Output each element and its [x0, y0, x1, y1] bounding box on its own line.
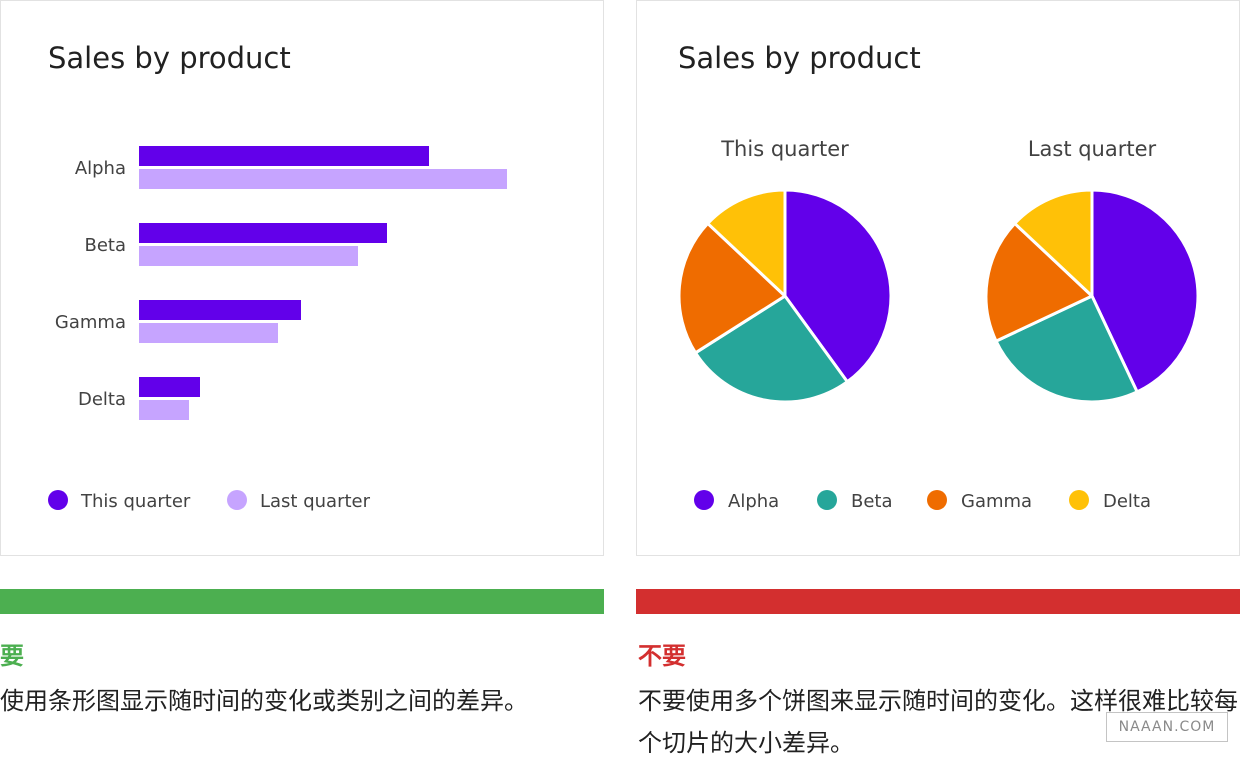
- dont-indicator-bar: [636, 589, 1240, 614]
- legend-label-beta: Beta: [851, 491, 893, 512]
- bar-chart-title: Sales by product: [48, 41, 291, 75]
- legend-label-alpha: Alpha: [728, 491, 779, 512]
- legend-swatch-beta: [817, 490, 837, 510]
- bar-gamma-last-quarter: [139, 323, 278, 343]
- pie-slice-this-quarter-alpha: [783, 188, 893, 384]
- bar-gamma-this-quarter: [139, 300, 301, 320]
- pie-slice-this-quarter-gamma: [677, 221, 787, 355]
- pie-slice-last-quarter-delta: [1013, 188, 1094, 298]
- category-label-alpha: Alpha: [75, 158, 126, 179]
- do-example-card: Sales by product Alpha Beta Gamma Delta This…: [0, 0, 604, 556]
- legend-label-gamma: Gamma: [961, 491, 1032, 512]
- dont-description: 不要使用多个饼图来显示随时间的变化。这样很难比较每个切片的大小差异。: [638, 687, 1238, 757]
- bar-beta-this-quarter: [139, 223, 387, 243]
- category-label-beta: Beta: [84, 235, 126, 256]
- category-label-delta: Delta: [78, 389, 126, 410]
- do-label: 要: [0, 642, 24, 670]
- legend-label-delta: Delta: [1103, 491, 1151, 512]
- dont-example-card: Sales by product This quarter Last quarte…: [636, 0, 1240, 556]
- pie-slice-this-quarter-delta: [706, 188, 787, 298]
- pie-slice-last-quarter-alpha: [1090, 188, 1200, 394]
- pie-charts: This quarter Last quarter Alpha Beta Gamma De…: [677, 137, 1200, 512]
- pie-title-last-quarter: Last quarter: [1028, 137, 1157, 161]
- legend-label-last-quarter: Last quarter: [260, 491, 371, 512]
- do-indicator-bar: [0, 589, 604, 614]
- legend-swatch-delta: [1069, 490, 1089, 510]
- pie-charts-title: Sales by product: [678, 41, 921, 75]
- do-description: 使用条形图显示随时间的变化或类别之间的差异。: [0, 687, 528, 715]
- bar-delta-this-quarter: [139, 377, 200, 397]
- legend-swatch-gamma: [927, 490, 947, 510]
- watermark-logo: NAAAN.COM: [1106, 712, 1228, 742]
- legend-label-this-quarter: This quarter: [80, 491, 191, 512]
- dont-label: 不要: [638, 642, 686, 670]
- legend-swatch-alpha: [694, 490, 714, 510]
- bar-beta-last-quarter: [139, 246, 358, 266]
- bar-delta-last-quarter: [139, 400, 189, 420]
- pie-title-this-quarter: This quarter: [720, 137, 849, 161]
- pie-slice-last-quarter-beta: [994, 294, 1139, 404]
- bar-alpha-this-quarter: [139, 146, 429, 166]
- legend-swatch-last-quarter: [227, 490, 247, 510]
- pie-slice-this-quarter-beta: [694, 294, 849, 404]
- pie-slice-last-quarter-gamma: [984, 221, 1094, 343]
- legend-swatch-this-quarter: [48, 490, 68, 510]
- category-label-gamma: Gamma: [55, 312, 126, 333]
- bar-alpha-last-quarter: [139, 169, 507, 189]
- bar-chart: Alpha Beta Gamma Delta This quarter Last quar…: [48, 146, 507, 512]
